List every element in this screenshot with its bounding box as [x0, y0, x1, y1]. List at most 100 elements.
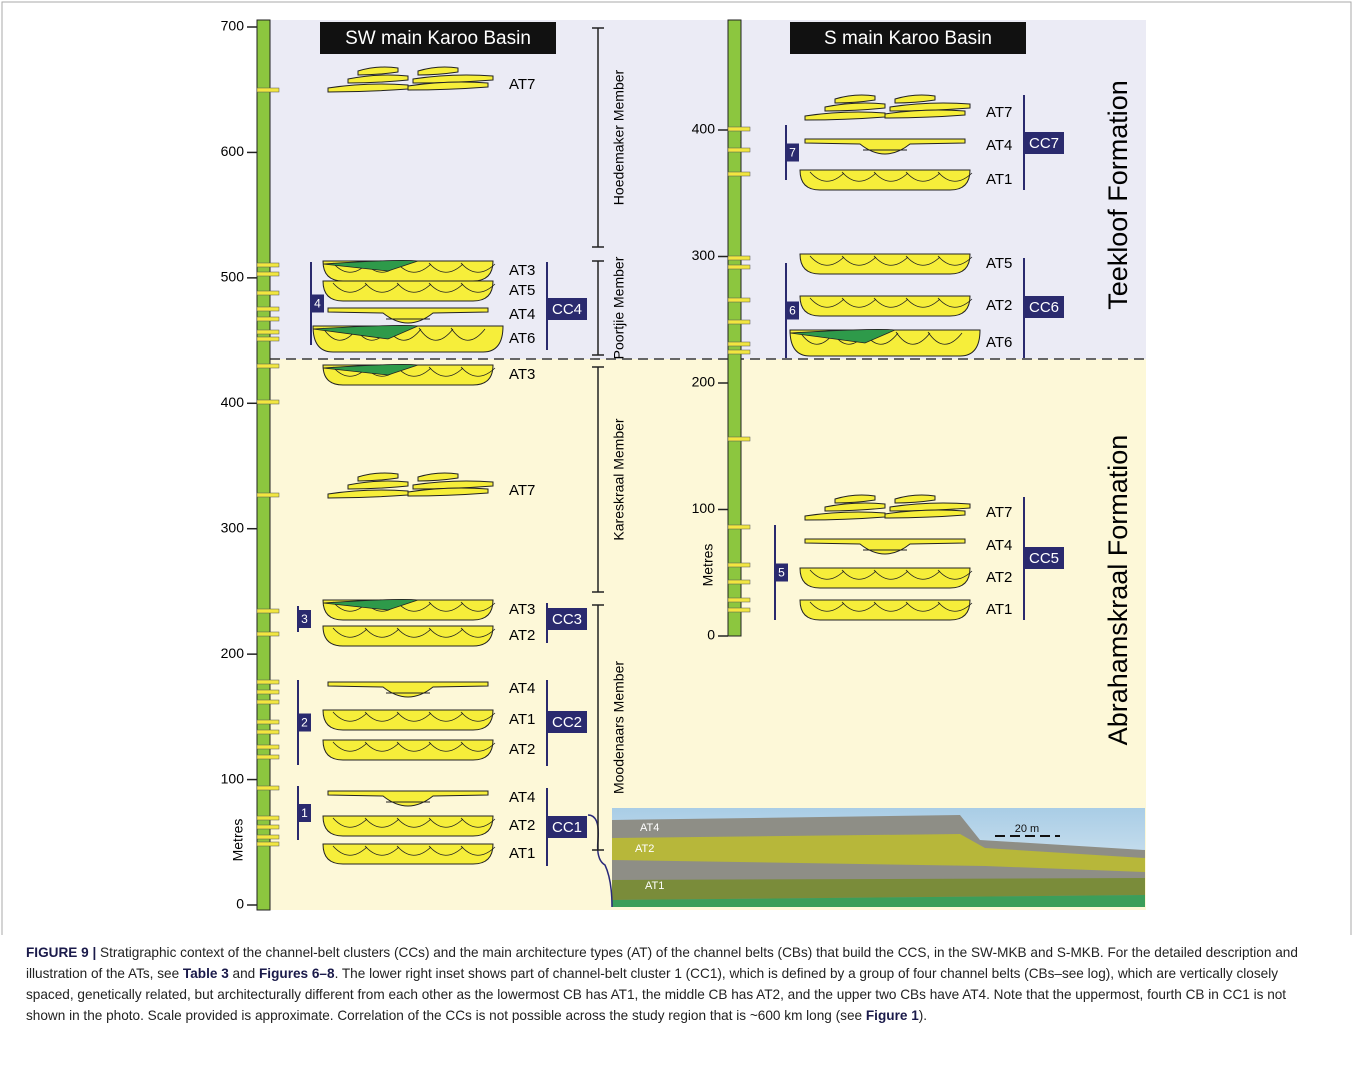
log-bed [256, 492, 280, 498]
channel-belt [322, 364, 496, 386]
log-bed [256, 719, 280, 725]
log-bed [727, 264, 751, 270]
channel-belt [799, 253, 973, 275]
cluster-label: CC1 [552, 819, 582, 836]
log-bed [727, 297, 751, 303]
belt-label: AT3 [509, 262, 535, 279]
member-label: Kareskraal Member [611, 418, 627, 540]
caption: FIGURE 9 | Stratigraphic context of the … [26, 942, 1326, 1026]
group-number: 3 [301, 612, 308, 626]
log-bed [727, 126, 751, 132]
belt-line [428, 601, 464, 612]
belt-lens [327, 681, 489, 698]
log-bed [727, 349, 751, 355]
cluster-box [547, 298, 587, 320]
belt-label: AT4 [509, 306, 535, 323]
belt-line [809, 601, 845, 612]
inset-connector [587, 814, 613, 908]
belt-line [809, 569, 845, 580]
belt-line [428, 627, 464, 638]
belt-line [364, 711, 400, 722]
belt-line [396, 711, 432, 722]
channel-belt [799, 567, 973, 589]
belt-lens [804, 538, 966, 555]
channel-belt [327, 66, 494, 93]
tick-label: 300 [692, 247, 716, 263]
log-bed [256, 841, 280, 847]
belt-label: AT3 [509, 601, 535, 618]
belt-label: AT1 [986, 171, 1012, 188]
right-axis-label: Metres [700, 544, 716, 587]
cluster-label: CC2 [552, 714, 582, 731]
belt-label: AT2 [509, 627, 535, 644]
belt-label: AT2 [986, 569, 1012, 586]
belt-line [937, 171, 973, 182]
log-bed [256, 699, 280, 705]
member-label: Moodenaars Member [611, 661, 627, 794]
belt-lens [834, 94, 876, 104]
belt-line [396, 741, 432, 752]
belt-lens [417, 472, 459, 482]
group-box [786, 143, 799, 162]
tick-label: 400 [692, 121, 716, 137]
tick-label: 500 [221, 269, 245, 285]
cluster-label: CC3 [552, 611, 582, 628]
log-bed [727, 171, 751, 177]
belt-label: AT1 [509, 711, 535, 728]
belt-line [332, 845, 368, 856]
belt-lens [407, 487, 489, 497]
group-box [775, 563, 788, 582]
group-number: 7 [789, 146, 796, 160]
caption-text: . The lower right inset shows part of ch… [26, 966, 1287, 1023]
belt-line [428, 366, 464, 377]
belt-line [428, 711, 464, 722]
belt-lens [894, 94, 936, 104]
cluster-box [1024, 132, 1064, 154]
caption-text: Table 3 [182, 966, 229, 981]
belt-line [332, 817, 368, 828]
belt-line [895, 331, 931, 345]
belt-line [873, 171, 909, 182]
caption-text: Figure 1 [865, 1008, 919, 1023]
log-bed [256, 316, 280, 322]
belt-label: AT2 [509, 741, 535, 758]
belt-line [428, 817, 464, 828]
log-bed [727, 341, 751, 347]
channel-belt [322, 599, 496, 621]
belt-line [905, 297, 941, 308]
belt-label: AT5 [509, 282, 535, 299]
belt-line [428, 741, 464, 752]
belt-label: AT4 [986, 137, 1012, 154]
channel-belt [322, 260, 496, 282]
belt-label: AT7 [509, 76, 535, 93]
channel-belt [327, 307, 489, 324]
channel-belt [804, 538, 966, 555]
tick-label: 0 [236, 896, 244, 912]
tick-label: 700 [221, 18, 245, 34]
log-bed [256, 679, 280, 685]
belt-label: AT2 [986, 297, 1012, 314]
tick-label: 400 [221, 394, 245, 410]
belt-line [927, 331, 963, 345]
belt-line [841, 297, 877, 308]
cluster-box [547, 816, 587, 838]
belt-lens [894, 494, 936, 504]
belt-label: AT6 [509, 330, 535, 347]
belt-line [841, 255, 877, 266]
belt-lens [824, 502, 886, 512]
belt-line [428, 282, 464, 293]
belt-label: AT1 [986, 601, 1012, 618]
belt-line [905, 255, 941, 266]
belt-line [450, 327, 486, 341]
cluster-box [1024, 547, 1064, 569]
belt-line [937, 255, 973, 266]
channel-belt [799, 169, 973, 191]
group-box [298, 713, 311, 732]
belt-line [937, 601, 973, 612]
group-box [311, 294, 324, 313]
belt-lens [804, 138, 966, 155]
left-title-box [320, 22, 556, 54]
belt-green [322, 260, 419, 272]
belt-label: AT4 [509, 680, 535, 697]
formation-label: Abrahamskraal Formation [1103, 435, 1133, 746]
